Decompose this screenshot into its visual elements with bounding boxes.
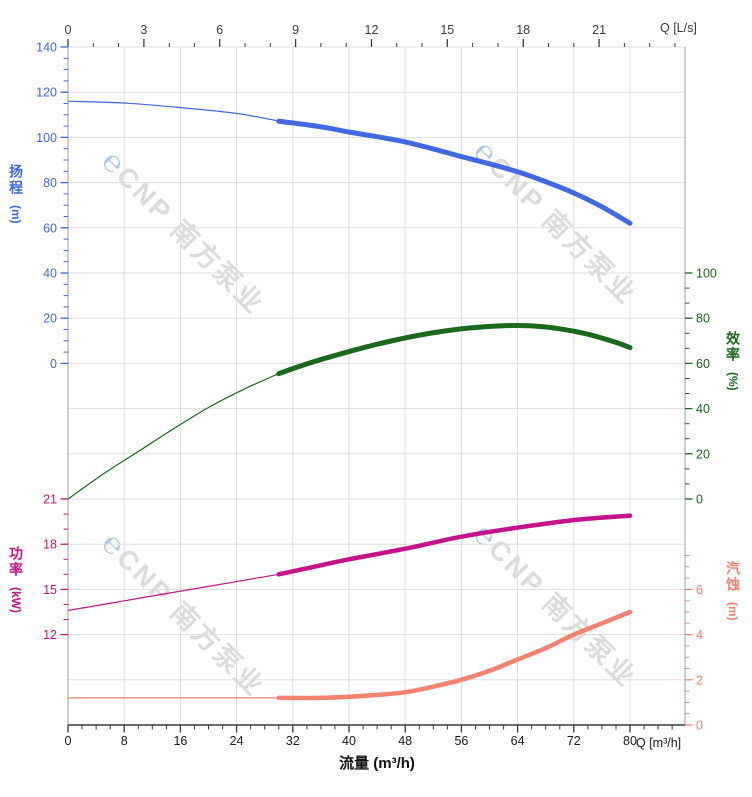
- tick-label: 60: [696, 357, 710, 371]
- x-axis-ticks: 0 3 6 9 12 15 18 21 0 8 16 24 32 40 48 56 64 72 80: [65, 23, 676, 748]
- efficiency-axis-unit: (%): [726, 372, 740, 391]
- tick-label: 16: [173, 734, 187, 748]
- power-curve-thin: [67, 573, 279, 612]
- tick-label: 32: [286, 734, 300, 748]
- pump-curves: [67, 100, 633, 701]
- npsh-curve: [276, 609, 633, 701]
- tick-label: 4: [696, 628, 703, 642]
- tick-label: 80: [696, 312, 710, 326]
- bottom-axis-unit-label: Q [m³/h]: [636, 736, 682, 750]
- npsh-axis-title-text: 汽蚀: [725, 561, 741, 593]
- head-curve: [276, 118, 633, 226]
- tick-label: 140: [36, 41, 57, 55]
- tick-label: 12: [365, 23, 379, 37]
- tick-label: 6: [216, 23, 223, 37]
- tick-label: 0: [50, 357, 57, 371]
- power-curve: [276, 513, 633, 577]
- tick-label: 18: [516, 23, 530, 37]
- efficiency-curve: [276, 322, 633, 377]
- tick-label: 40: [342, 734, 356, 748]
- tick-label: 40: [696, 402, 710, 416]
- tick-label: 60: [43, 221, 57, 235]
- tick-label: 2: [696, 673, 703, 687]
- tick-label: 80: [43, 176, 57, 190]
- head-axis-title: 扬程 (m): [6, 164, 26, 224]
- tick-label: 64: [511, 734, 525, 748]
- power-axis-title: 功率 (kW): [6, 546, 26, 613]
- tick-label: 0: [65, 23, 72, 37]
- tick-label: 120: [36, 86, 57, 100]
- tick-label: 15: [440, 23, 454, 37]
- tick-label: 15: [43, 583, 57, 597]
- npsh-axis-title: 汽蚀 (m): [723, 561, 743, 621]
- tick-label: 0: [696, 719, 703, 733]
- top-axis-unit-label: Q [L/s]: [660, 21, 697, 35]
- tick-label: 9: [292, 23, 299, 37]
- npsh-axis-unit: (m): [726, 602, 740, 621]
- head-axis-title-text: 扬程: [8, 164, 24, 196]
- power-axis-title-text: 功率: [8, 546, 24, 578]
- flow-axis-title: 流量 (m³/h): [339, 755, 415, 772]
- tick-label: 24: [230, 734, 244, 748]
- tick-label: 56: [454, 734, 468, 748]
- tick-label: 20: [696, 447, 710, 461]
- tick-label: 100: [36, 131, 57, 145]
- head-curve-thin: [67, 100, 279, 122]
- efficiency-axis-title-text: 效率: [725, 331, 741, 363]
- tick-label: 21: [592, 23, 606, 37]
- efficiency-axis-title: 效率 (%): [723, 331, 743, 391]
- tick-label: 48: [398, 734, 412, 748]
- tick-label: 100: [696, 267, 717, 281]
- tick-label: 12: [43, 628, 57, 642]
- tick-label: 0: [65, 734, 72, 748]
- y-axis-ticks: 1401201008060402001008060402002118151264…: [36, 41, 717, 733]
- tick-label: 80: [623, 734, 637, 748]
- tick-label: 18: [43, 538, 57, 552]
- tick-label: 20: [43, 312, 57, 326]
- tick-label: 6: [696, 583, 703, 597]
- tick-label: 8: [121, 734, 128, 748]
- efficiency-curve-thin: [67, 373, 280, 500]
- power-axis-unit: (kW): [9, 587, 23, 613]
- tick-label: 21: [43, 493, 57, 507]
- tick-label: 72: [567, 734, 581, 748]
- head-axis-unit: (m): [9, 205, 23, 224]
- tick-label: 40: [43, 267, 57, 281]
- gridlines: [68, 47, 685, 725]
- tick-label: 3: [140, 23, 147, 37]
- plot-borders: [67, 46, 686, 726]
- tick-label: 0: [696, 493, 703, 507]
